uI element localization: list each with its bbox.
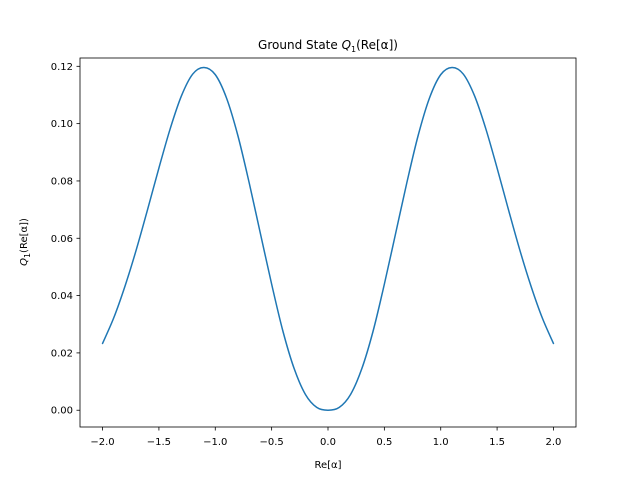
x-tick-label: 1.0 bbox=[433, 437, 449, 448]
x-tick-label: 0.0 bbox=[320, 437, 336, 448]
x-tick-label: 0.5 bbox=[376, 437, 392, 448]
chart-title: Ground State Q1(Re[α]) bbox=[258, 38, 398, 54]
y-tick-label: 0.08 bbox=[51, 176, 73, 187]
series-line bbox=[101, 66, 555, 411]
y-axis-label: Q1(Re[α]) bbox=[19, 218, 32, 266]
x-tick-label: −1.5 bbox=[147, 437, 171, 448]
y-tick-label: 0.06 bbox=[51, 234, 73, 245]
y-tick-label: 0.10 bbox=[51, 119, 73, 130]
y-tick-label: 0.02 bbox=[51, 348, 73, 359]
x-axis: −2.0 −1.5 −1.0 −0.5 0.0 0.5 1.0 1.5 2.0 bbox=[90, 427, 561, 448]
y-axis: 0.00 0.02 0.04 0.06 0.08 0.10 0.12 bbox=[51, 62, 80, 417]
x-axis-label: Re[α] bbox=[314, 460, 341, 471]
x-tick-label: 1.5 bbox=[489, 437, 505, 448]
x-tick-label: −0.5 bbox=[259, 437, 283, 448]
y-tick-label: 0.04 bbox=[51, 291, 73, 302]
y-tick-label: 0.12 bbox=[51, 62, 73, 73]
plot-frame bbox=[79, 57, 577, 428]
x-tick-label: 2.0 bbox=[546, 437, 562, 448]
x-tick-label: −1.0 bbox=[203, 437, 227, 448]
y-tick-label: 0.00 bbox=[51, 406, 73, 417]
x-tick-label: −2.0 bbox=[90, 437, 114, 448]
